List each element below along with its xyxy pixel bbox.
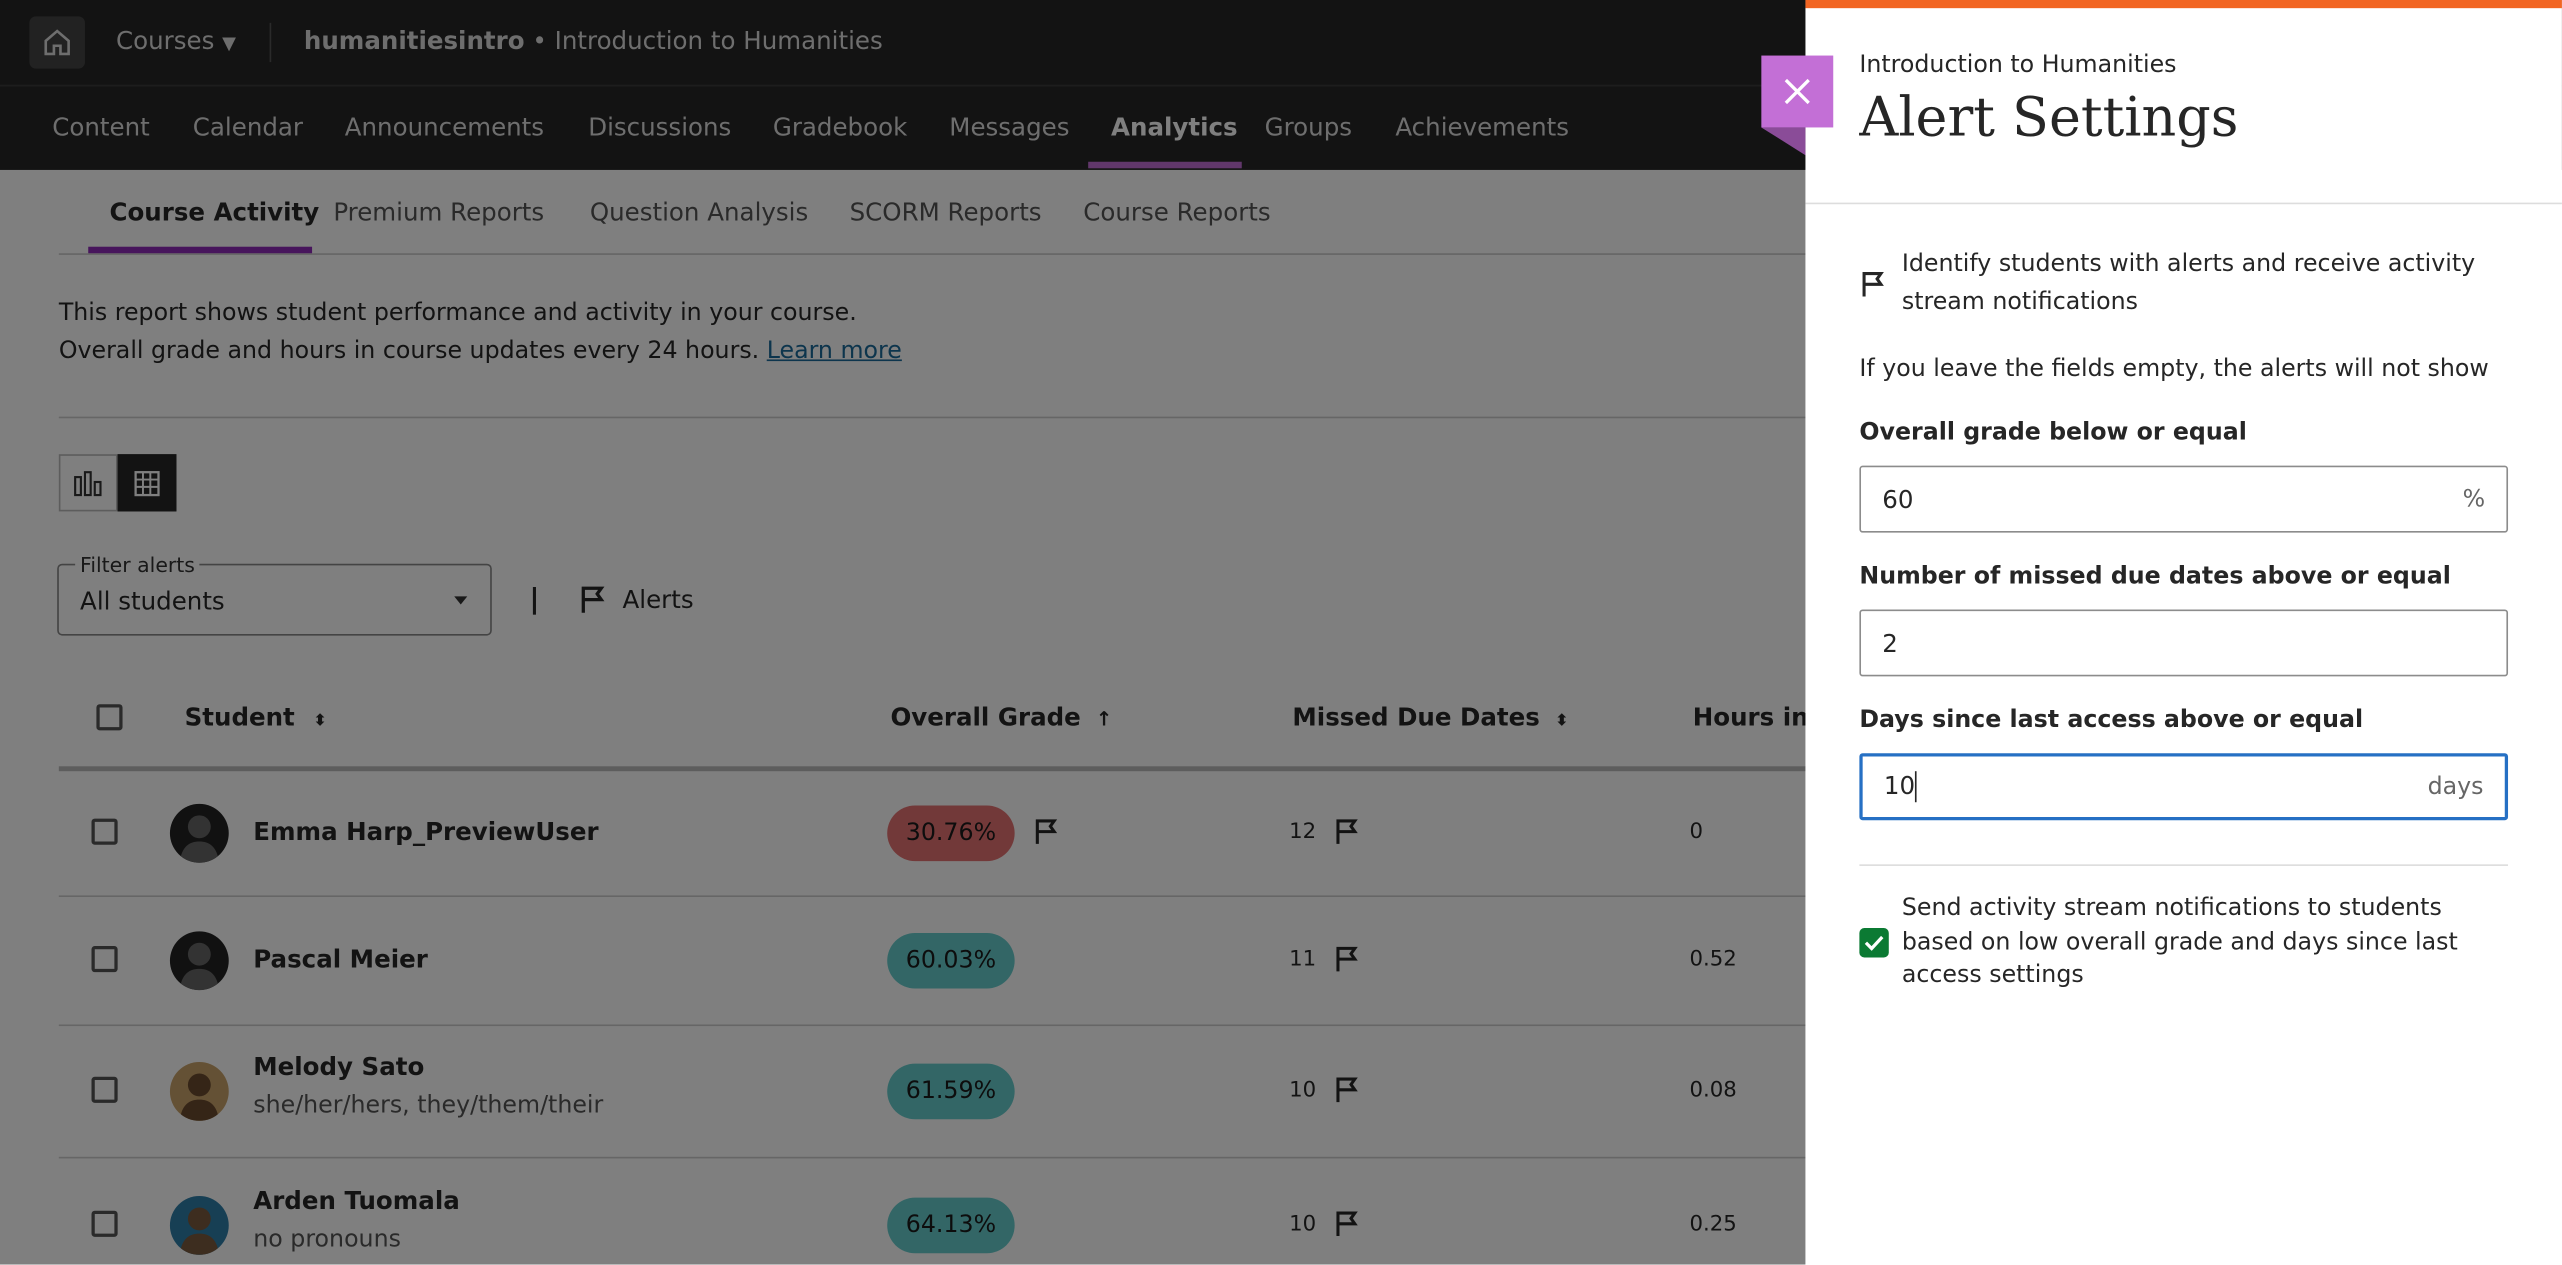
text-cursor	[1915, 771, 1917, 803]
panel-note: If you leave the fields empty, the alert…	[1859, 356, 2489, 383]
panel-divider	[1859, 864, 2509, 866]
missed-threshold-value: 2	[1882, 628, 1898, 658]
panel-header-divider	[1805, 202, 2562, 205]
panel-accent-bar	[1805, 0, 2562, 9]
notify-students-checkbox[interactable]	[1859, 928, 1889, 958]
modal-overlay[interactable]	[0, 0, 1806, 1265]
missed-threshold-input[interactable]: 2	[1859, 609, 2509, 677]
missed-threshold-label: Number of missed due dates above or equa…	[1859, 563, 2451, 590]
grade-threshold-value: 60	[1882, 484, 1914, 514]
days-threshold-label: Days since last access above or equal	[1859, 707, 2364, 734]
grade-unit: %	[2462, 486, 2486, 513]
checkmark-icon	[1864, 935, 1884, 951]
notify-students-label: Send activity stream notifications to st…	[1901, 895, 2458, 989]
panel-title: Alert Settings	[1859, 84, 2239, 149]
panel-subtitle: Introduction to Humanities	[1859, 52, 2177, 79]
close-button[interactable]	[1761, 55, 1834, 128]
panel-intro: Identify students with alerts and receiv…	[1901, 251, 2476, 316]
grade-threshold-label: Overall grade below or equal	[1859, 419, 2247, 447]
days-unit: days	[2427, 773, 2484, 800]
grade-threshold-input[interactable]: 60%	[1859, 465, 2509, 533]
days-threshold-input[interactable]: 10 days	[1859, 753, 2509, 821]
days-threshold-value: 10	[1883, 771, 1916, 801]
close-icon	[1784, 78, 1810, 105]
close-button-fold	[1761, 127, 1806, 156]
flag-icon	[1862, 272, 1884, 297]
